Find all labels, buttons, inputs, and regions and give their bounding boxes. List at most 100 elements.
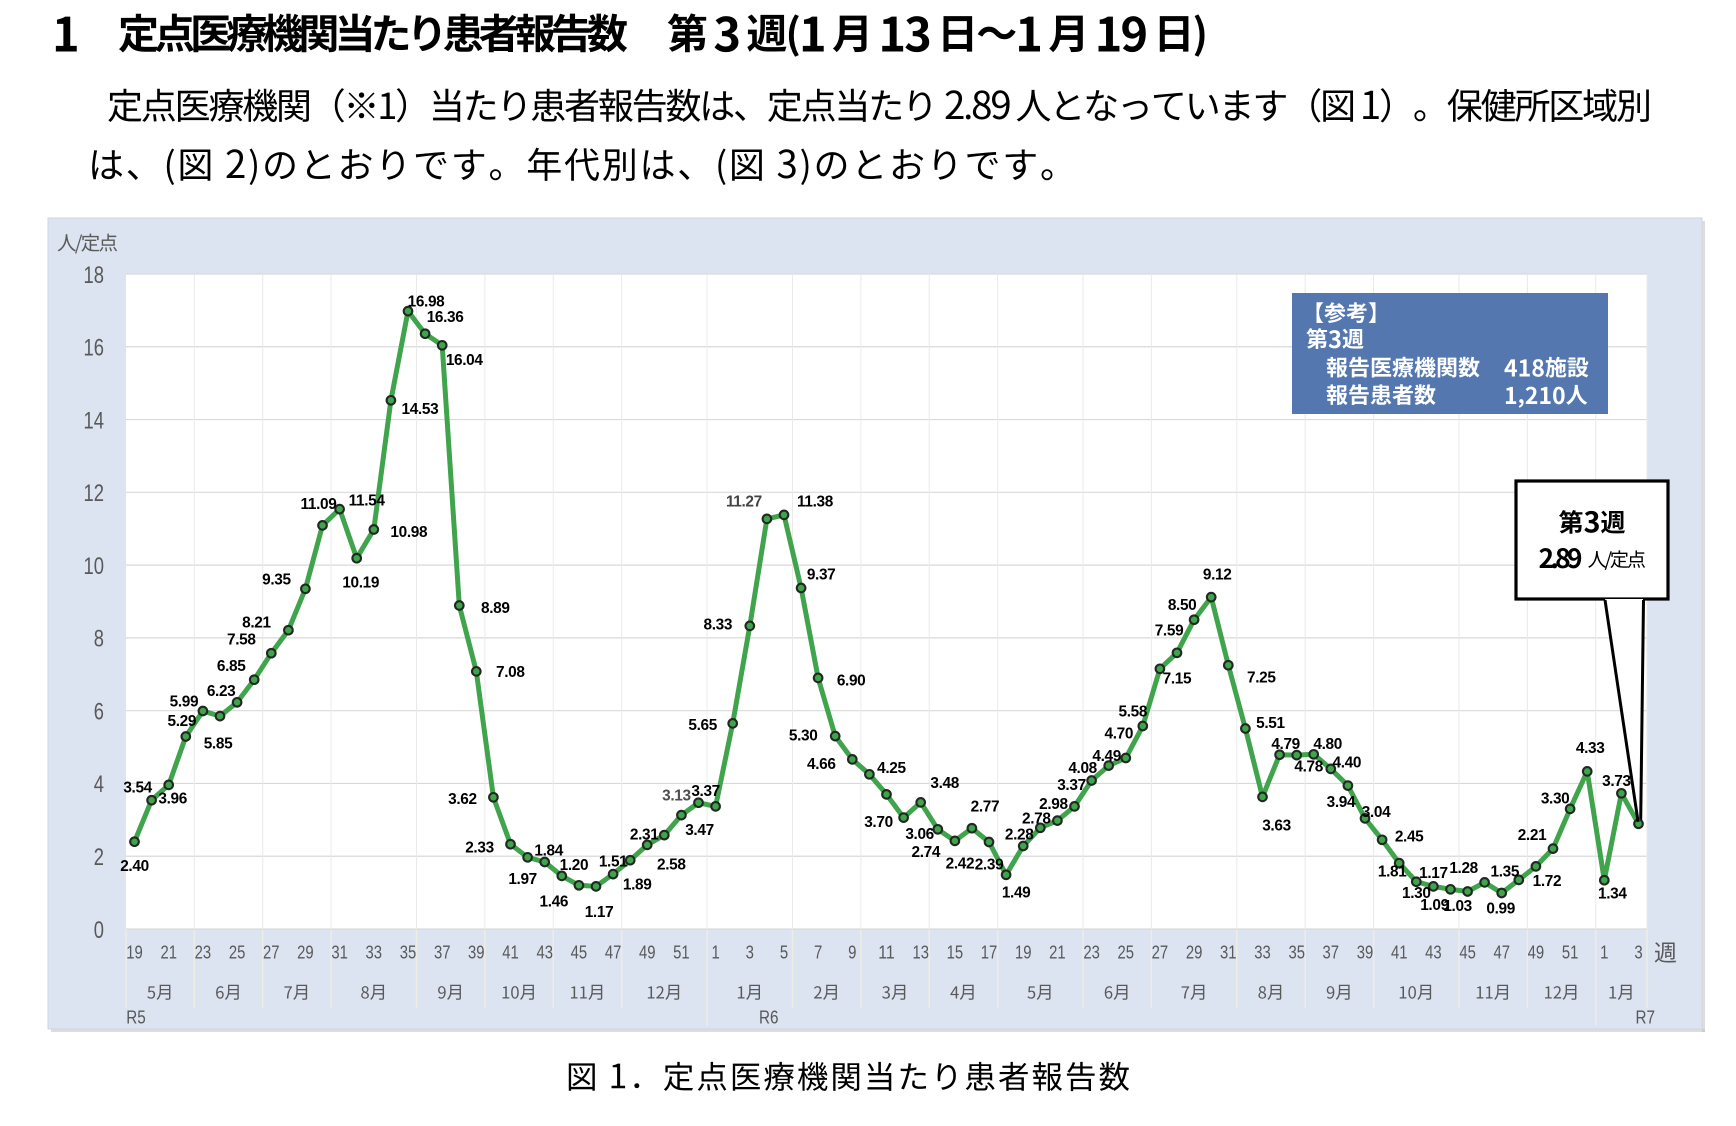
svg-text:0.99: 0.99 bbox=[1486, 901, 1515, 918]
svg-text:10.19: 10.19 bbox=[342, 575, 379, 592]
svg-text:1.09: 1.09 bbox=[1420, 897, 1449, 914]
svg-text:1.34: 1.34 bbox=[1598, 886, 1627, 903]
svg-text:23: 23 bbox=[195, 941, 212, 962]
svg-text:1.51: 1.51 bbox=[599, 854, 628, 871]
svg-text:1.81: 1.81 bbox=[1378, 864, 1407, 881]
svg-text:0: 0 bbox=[94, 917, 104, 944]
svg-text:7.25: 7.25 bbox=[1247, 670, 1276, 687]
svg-text:13: 13 bbox=[912, 941, 929, 962]
svg-text:3: 3 bbox=[746, 941, 754, 962]
svg-text:8.21: 8.21 bbox=[242, 615, 271, 632]
svg-text:2.21: 2.21 bbox=[1518, 827, 1547, 844]
svg-text:7.58: 7.58 bbox=[227, 632, 256, 649]
svg-text:16.36: 16.36 bbox=[427, 309, 464, 326]
svg-text:4.25: 4.25 bbox=[877, 760, 906, 777]
svg-text:5.99: 5.99 bbox=[170, 694, 199, 711]
svg-text:2.31: 2.31 bbox=[630, 826, 659, 843]
svg-text:1.89: 1.89 bbox=[623, 877, 652, 894]
svg-text:3.37: 3.37 bbox=[1057, 777, 1086, 794]
svg-text:3.30: 3.30 bbox=[1541, 790, 1570, 807]
svg-text:4.79: 4.79 bbox=[1271, 736, 1300, 753]
svg-text:3.94: 3.94 bbox=[1327, 794, 1356, 811]
svg-text:5.51: 5.51 bbox=[1256, 715, 1285, 732]
svg-text:33: 33 bbox=[1254, 941, 1271, 962]
svg-text:2.28: 2.28 bbox=[1005, 827, 1034, 844]
svg-text:25: 25 bbox=[229, 941, 246, 962]
svg-text:49: 49 bbox=[1528, 941, 1545, 962]
svg-text:21: 21 bbox=[1049, 941, 1066, 962]
svg-text:10.98: 10.98 bbox=[390, 524, 428, 541]
svg-text:5.58: 5.58 bbox=[1119, 704, 1148, 721]
svg-text:25: 25 bbox=[1118, 941, 1135, 962]
svg-text:4.40: 4.40 bbox=[1333, 754, 1362, 771]
svg-text:1.97: 1.97 bbox=[508, 871, 537, 888]
svg-text:5.85: 5.85 bbox=[204, 736, 233, 753]
svg-text:3.13: 3.13 bbox=[662, 788, 691, 805]
svg-text:29: 29 bbox=[297, 941, 314, 962]
svg-text:2.74: 2.74 bbox=[912, 844, 941, 861]
svg-text:2.42: 2.42 bbox=[946, 855, 975, 872]
svg-text:11.38: 11.38 bbox=[797, 493, 834, 510]
svg-text:1.20: 1.20 bbox=[560, 857, 589, 874]
svg-text:1.84: 1.84 bbox=[534, 843, 563, 860]
svg-text:11.54: 11.54 bbox=[349, 493, 386, 510]
svg-text:R5: R5 bbox=[126, 1007, 146, 1028]
svg-text:49: 49 bbox=[639, 941, 656, 962]
svg-text:51: 51 bbox=[673, 941, 690, 962]
svg-text:2.40: 2.40 bbox=[120, 858, 149, 875]
svg-text:6.23: 6.23 bbox=[207, 683, 236, 700]
svg-text:7.08: 7.08 bbox=[496, 664, 525, 681]
svg-text:51: 51 bbox=[1562, 941, 1579, 962]
svg-text:2.78: 2.78 bbox=[1022, 810, 1051, 827]
svg-text:41: 41 bbox=[1391, 941, 1408, 962]
svg-text:2.98: 2.98 bbox=[1039, 796, 1068, 813]
svg-text:31: 31 bbox=[1220, 941, 1237, 962]
svg-text:27: 27 bbox=[263, 941, 280, 962]
svg-text:15: 15 bbox=[947, 941, 964, 962]
svg-text:1.49: 1.49 bbox=[1002, 884, 1031, 901]
svg-text:3.06: 3.06 bbox=[905, 826, 934, 843]
svg-text:1.35: 1.35 bbox=[1491, 863, 1520, 880]
svg-text:R6: R6 bbox=[759, 1007, 779, 1028]
svg-text:1: 1 bbox=[711, 941, 719, 962]
svg-text:4.80: 4.80 bbox=[1313, 736, 1342, 753]
svg-text:2.39: 2.39 bbox=[975, 857, 1004, 874]
svg-text:4.70: 4.70 bbox=[1105, 726, 1134, 743]
svg-text:3: 3 bbox=[1634, 941, 1642, 962]
svg-text:3.73: 3.73 bbox=[1602, 773, 1631, 790]
svg-text:8: 8 bbox=[94, 626, 104, 653]
svg-text:4.33: 4.33 bbox=[1576, 740, 1605, 757]
svg-text:9: 9 bbox=[848, 941, 856, 962]
svg-text:8.33: 8.33 bbox=[704, 616, 733, 633]
svg-text:R7: R7 bbox=[1636, 1007, 1656, 1028]
svg-text:2.33: 2.33 bbox=[465, 840, 494, 857]
svg-text:8.89: 8.89 bbox=[481, 600, 510, 617]
svg-text:5.29: 5.29 bbox=[168, 713, 197, 730]
svg-text:33: 33 bbox=[366, 941, 383, 962]
svg-text:1.72: 1.72 bbox=[1533, 873, 1562, 890]
svg-text:47: 47 bbox=[605, 941, 622, 962]
svg-text:4.49: 4.49 bbox=[1092, 748, 1121, 765]
svg-text:45: 45 bbox=[1459, 941, 1476, 962]
svg-text:3.62: 3.62 bbox=[448, 791, 477, 808]
svg-text:14.53: 14.53 bbox=[402, 401, 439, 418]
svg-text:3.70: 3.70 bbox=[864, 814, 893, 831]
svg-text:31: 31 bbox=[331, 941, 348, 962]
svg-text:47: 47 bbox=[1493, 941, 1510, 962]
svg-text:3.54: 3.54 bbox=[123, 780, 152, 797]
svg-text:23: 23 bbox=[1083, 941, 1100, 962]
svg-text:9.37: 9.37 bbox=[807, 567, 836, 584]
svg-text:9.35: 9.35 bbox=[262, 571, 291, 588]
svg-text:12: 12 bbox=[84, 480, 105, 507]
svg-text:43: 43 bbox=[536, 941, 553, 962]
svg-text:16.98: 16.98 bbox=[408, 294, 446, 311]
svg-text:1.17: 1.17 bbox=[1419, 865, 1448, 882]
svg-text:6.85: 6.85 bbox=[217, 658, 246, 675]
svg-text:35: 35 bbox=[1288, 941, 1305, 962]
svg-text:3.96: 3.96 bbox=[158, 790, 187, 807]
svg-text:16: 16 bbox=[84, 335, 105, 362]
svg-text:4.08: 4.08 bbox=[1068, 760, 1097, 777]
svg-text:1.30: 1.30 bbox=[1402, 885, 1431, 902]
svg-text:3.63: 3.63 bbox=[1262, 817, 1291, 834]
svg-text:1: 1 bbox=[1600, 941, 1608, 962]
